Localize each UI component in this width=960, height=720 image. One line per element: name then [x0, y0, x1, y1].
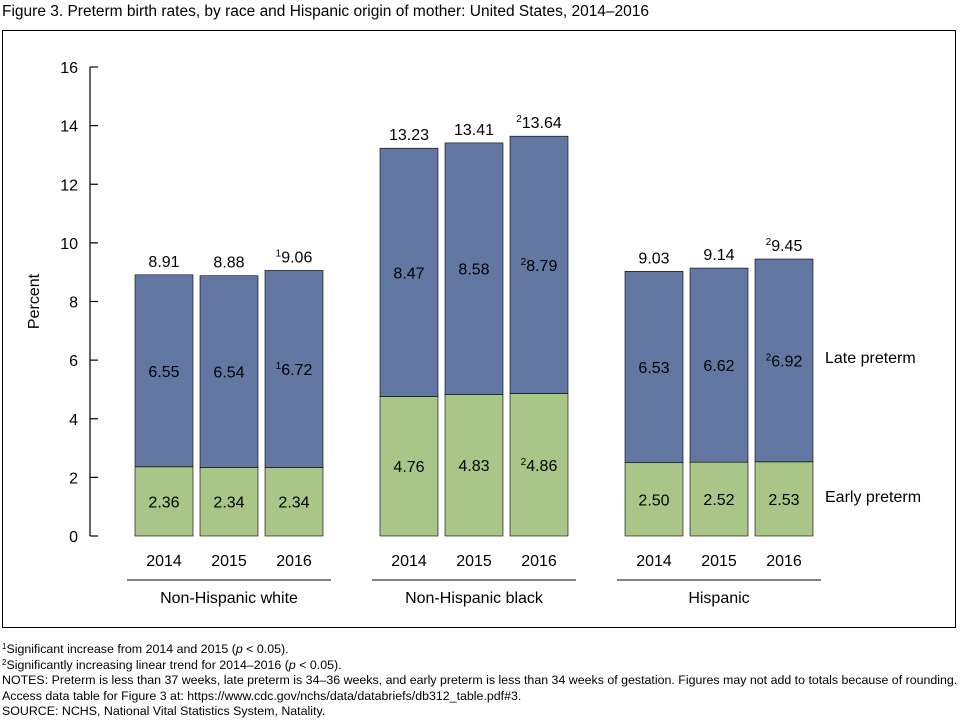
- total-label-0-2-value: 9.06: [281, 249, 312, 266]
- early-label-1-2-value: 4.86: [526, 458, 557, 475]
- x-tick-label-0-0: 2014: [146, 553, 182, 570]
- bar-early-2-2: [754, 461, 814, 537]
- group-label-0: Non-Hispanic white: [160, 590, 298, 607]
- late-label-2-2-value: 6.92: [771, 353, 802, 370]
- early-label-2-1: 2.52: [703, 492, 734, 509]
- bar-late-0-1: [199, 275, 259, 468]
- y-tick-label-8: 8: [69, 295, 78, 312]
- y-tick-label-16: 16: [60, 60, 78, 77]
- total-label-2-1: 9.14: [703, 247, 734, 264]
- late-label-2-1: 6.62: [703, 358, 734, 375]
- bar-early-2-0: [624, 462, 684, 537]
- bar-early-1-1: [444, 394, 504, 537]
- notes-text: NOTES: Preterm is less than 37 weeks, la…: [2, 673, 958, 703]
- total-label-1-0: 13.23: [389, 127, 429, 144]
- total-label-1-2: 213.64: [516, 114, 562, 132]
- footnote-2: 2Significantly increasing linear trend f…: [2, 657, 342, 672]
- early-label-0-1: 2.34: [213, 495, 244, 512]
- total-label-1-2-sup: 2: [516, 114, 522, 125]
- early-label-1-1: 4.83: [458, 458, 489, 475]
- late-label-0-1: 6.54: [213, 365, 244, 382]
- early-label-0-0: 2.36: [148, 494, 179, 511]
- bar-late-0-2: [264, 270, 324, 468]
- total-label-0-0: 8.91: [148, 254, 179, 271]
- total-label-0-1: 8.88: [213, 255, 244, 272]
- late-label-2-0: 6.53: [638, 360, 669, 377]
- y-tick-label-14: 14: [60, 119, 78, 136]
- late-label-1-2-sup: 2: [521, 257, 527, 268]
- figure-title: Figure 3. Preterm birth rates, by race a…: [2, 3, 650, 20]
- total-label-1-2-value: 13.64: [522, 115, 562, 132]
- x-tick-label-0-1: 2015: [211, 553, 247, 570]
- y-tick-label-0: 0: [69, 529, 78, 546]
- x-tick-label-2-1: 2015: [701, 553, 737, 570]
- footnotes: 1Significant increase from 2014 and 2015…: [2, 642, 958, 720]
- x-tick-label-2-2: 2016: [766, 553, 802, 570]
- y-axis-title: Percent: [26, 273, 43, 329]
- late-label-0-2-sup: 1: [276, 361, 282, 372]
- bar-late-1-0: [379, 147, 439, 397]
- total-label-0-2-sup: 1: [276, 248, 282, 259]
- late-label-0-2-value: 6.72: [281, 362, 312, 379]
- y-tick-label-2: 2: [69, 470, 78, 487]
- late-label-1-2: 28.79: [521, 257, 558, 275]
- legend-late-preterm: Late preterm: [825, 350, 916, 367]
- bar-early-0-1: [199, 467, 259, 537]
- x-tick-label-1-1: 2015: [456, 553, 492, 570]
- late-label-2-2: 26.92: [766, 352, 803, 370]
- early-label-2-2: 2.53: [768, 492, 799, 509]
- bar-early-1-0: [379, 396, 439, 537]
- y-tick-label-4: 4: [69, 412, 78, 429]
- legend-early-preterm: Early preterm: [825, 489, 921, 506]
- total-label-2-0: 9.03: [638, 250, 669, 267]
- y-tick-label-6: 6: [69, 353, 78, 370]
- bar-early-2-1: [689, 461, 749, 537]
- bar-late-2-0: [624, 271, 684, 464]
- x-tick-label-2-0: 2014: [636, 553, 672, 570]
- bar-early-0-2: [264, 467, 324, 537]
- late-label-1-2-value: 8.79: [526, 258, 557, 275]
- total-label-2-2-value: 9.45: [771, 238, 802, 255]
- late-label-0-0: 6.55: [148, 364, 179, 381]
- total-label-0-2: 19.06: [276, 248, 313, 266]
- bar-late-1-1: [444, 142, 504, 395]
- early-label-1-0: 4.76: [393, 459, 424, 476]
- late-label-1-1: 8.58: [458, 262, 489, 279]
- early-label-2-0: 2.50: [638, 492, 669, 509]
- y-tick-label-12: 12: [60, 177, 78, 194]
- late-label-2-2-sup: 2: [766, 352, 772, 363]
- early-label-0-2: 2.34: [278, 495, 309, 512]
- total-label-1-1: 13.41: [454, 122, 494, 139]
- group-label-2: Hispanic: [688, 590, 749, 607]
- late-label-1-0: 8.47: [393, 265, 424, 282]
- bar-late-2-1: [689, 267, 749, 463]
- early-label-1-2-sup: 2: [521, 457, 527, 468]
- stacked-bar-chart: 0246810121416Percent2.366.558.9120142.34…: [26, 60, 921, 607]
- x-tick-label-1-2: 2016: [521, 553, 557, 570]
- bar-late-2-2: [754, 258, 814, 463]
- group-label-1: Non-Hispanic black: [405, 590, 544, 607]
- early-label-1-2: 24.86: [521, 457, 558, 475]
- source-text: SOURCE: NCHS, National Vital Statistics …: [2, 704, 326, 718]
- late-label-0-2: 16.72: [276, 361, 313, 379]
- bar-late-0-0: [134, 274, 194, 468]
- chart-frame: 0 2 4 6 8 10 12 14 16 Percent 2.36 6.55 8.91 2014 2.34…: [2, 30, 956, 628]
- y-tick-label-10: 10: [60, 236, 78, 253]
- total-label-2-2: 29.45: [766, 237, 803, 255]
- total-label-2-2-sup: 2: [766, 237, 772, 248]
- bar-late-1-2: [509, 135, 569, 394]
- footnote-1: 1Significant increase from 2014 and 2015…: [2, 642, 289, 656]
- bar-early-1-2: [509, 393, 569, 537]
- x-tick-label-1-0: 2014: [391, 553, 427, 570]
- x-tick-label-0-2: 2016: [276, 553, 312, 570]
